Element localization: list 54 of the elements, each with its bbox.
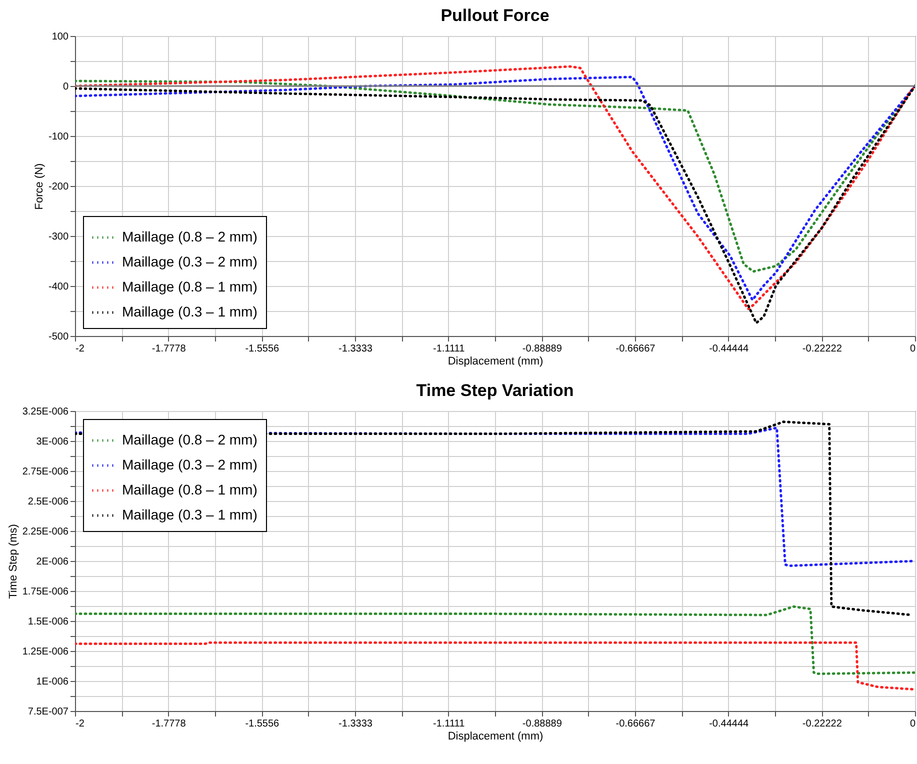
x-tick-label: -0.88889	[522, 718, 562, 730]
legend-label: Maillage (0.3 – 2 mm)	[122, 254, 258, 270]
y-tick-label: 2.25E-006	[22, 526, 69, 538]
y-axis-title: Time Step (ms)	[7, 524, 20, 599]
x-tick-label: -0.44444	[709, 344, 750, 354]
line-series	[75, 605, 915, 676]
y-tick-label: -300	[48, 232, 69, 242]
y-tick-label: 2.5E-006	[28, 496, 69, 508]
x-tick-label: -0.22222	[802, 344, 842, 354]
y-tick-label: 0	[62, 82, 69, 92]
line-series	[75, 641, 915, 691]
x-tick-label: 0	[910, 718, 916, 730]
y-tick-label: -500	[48, 332, 69, 342]
y-axis-title: Force (N)	[33, 163, 46, 210]
y-tick-label: 3E-006	[36, 436, 69, 448]
y-tick-label: 1.75E-006	[22, 586, 69, 598]
x-tick-label: -0.88889	[522, 344, 562, 354]
legend-label: Maillage (0.8 – 1 mm)	[122, 278, 258, 294]
x-axis-title: Displacement (mm)	[448, 356, 544, 368]
y-tick-label: 2E-006	[36, 556, 69, 568]
chart-title: Time Step Variation	[416, 381, 574, 400]
x-tick-label: -2	[76, 344, 85, 354]
legend-label: Maillage (0.8 – 2 mm)	[122, 432, 258, 448]
y-tick-label: -100	[48, 132, 69, 142]
x-tick-label: -1.7778	[152, 718, 186, 730]
x-tick-label: 0	[910, 344, 916, 354]
y-tick-label: 1.25E-006	[22, 646, 69, 658]
x-tick-label: -1.3333	[338, 344, 373, 354]
x-tick-label: -1.7778	[152, 344, 186, 354]
x-tick-label: -0.44444	[709, 718, 750, 730]
x-tick-label: -1.1111	[432, 718, 466, 730]
x-tick-label: -1.3333	[338, 718, 373, 730]
y-tick-label: -400	[48, 282, 69, 292]
x-tick-label: -1.5556	[245, 718, 280, 730]
y-tick-label: 1.5E-006	[28, 616, 69, 628]
x-tick-label: -1.5556	[245, 344, 280, 354]
legend-label: Maillage (0.3 – 1 mm)	[122, 304, 258, 320]
legend-label: Maillage (0.3 – 1 mm)	[122, 506, 258, 522]
x-tick-label: -1.1111	[432, 344, 466, 354]
y-tick-label: -200	[48, 182, 69, 192]
y-tick-label: 1E-006	[36, 676, 69, 688]
x-axis-title: Displacement (mm)	[448, 730, 544, 742]
x-tick-label: -0.66667	[616, 718, 656, 730]
legend-label: Maillage (0.3 – 2 mm)	[122, 456, 258, 472]
x-tick-label: -2	[76, 718, 85, 730]
legend-label: Maillage (0.8 – 1 mm)	[122, 482, 258, 498]
legend-label: Maillage (0.8 – 2 mm)	[122, 228, 258, 244]
y-tick-label: 3.25E-006	[22, 406, 69, 418]
x-tick-label: -0.66667	[616, 344, 656, 354]
chart-title: Pullout Force	[440, 6, 550, 25]
y-tick-label: 100	[52, 32, 69, 42]
y-tick-label: 7.5E-007	[28, 706, 69, 718]
y-tick-label: 2.75E-006	[22, 466, 69, 478]
x-tick-label: -0.22222	[802, 718, 842, 730]
